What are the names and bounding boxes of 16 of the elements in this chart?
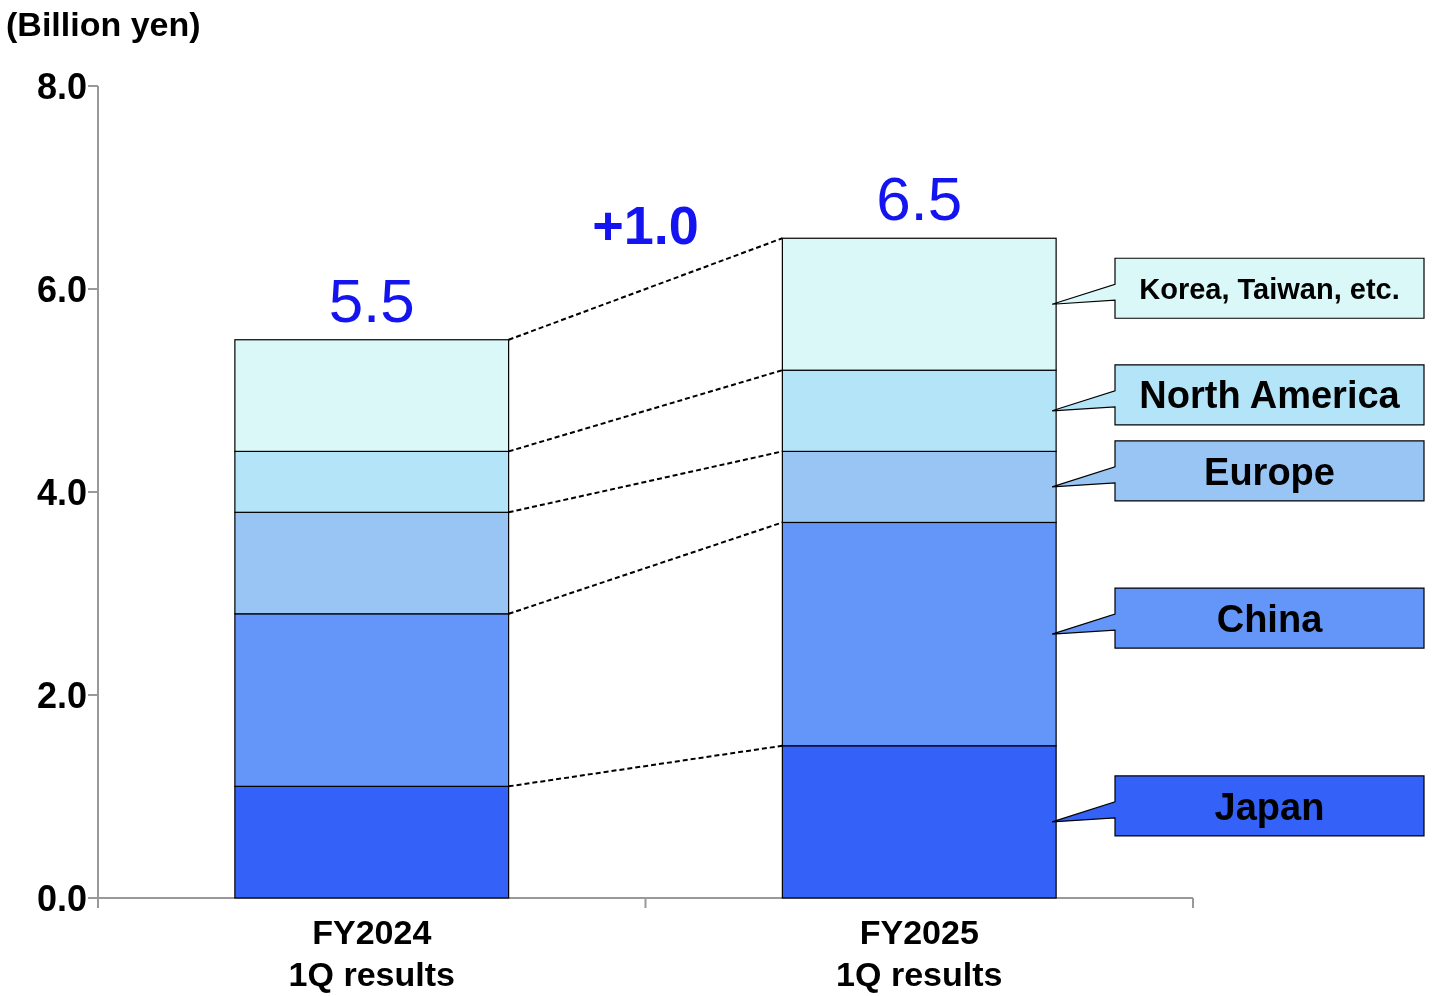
y-tick-label: 6.0 (36, 268, 88, 310)
total-label: 5.5 (328, 265, 415, 335)
callout: Japan (1051, 775, 1425, 837)
x-tick-label: FY2025 1Q results (836, 913, 1003, 993)
callout: Korea, Taiwan, etc. (1051, 257, 1425, 319)
y-axis-title: (Billion yen) (6, 5, 201, 43)
callout: Europe (1051, 440, 1425, 502)
y-tick-label: 0.0 (36, 877, 88, 919)
callout: North America (1051, 364, 1425, 426)
y-tick-label: 2.0 (36, 674, 88, 716)
annotation: +1.0 (592, 195, 699, 255)
y-tick-label: 8.0 (36, 65, 88, 107)
callout: China (1051, 587, 1425, 649)
y-tick-label: 4.0 (36, 471, 88, 513)
total-label: 6.5 (876, 164, 963, 234)
x-tick-label: FY2024 1Q results (288, 913, 455, 993)
